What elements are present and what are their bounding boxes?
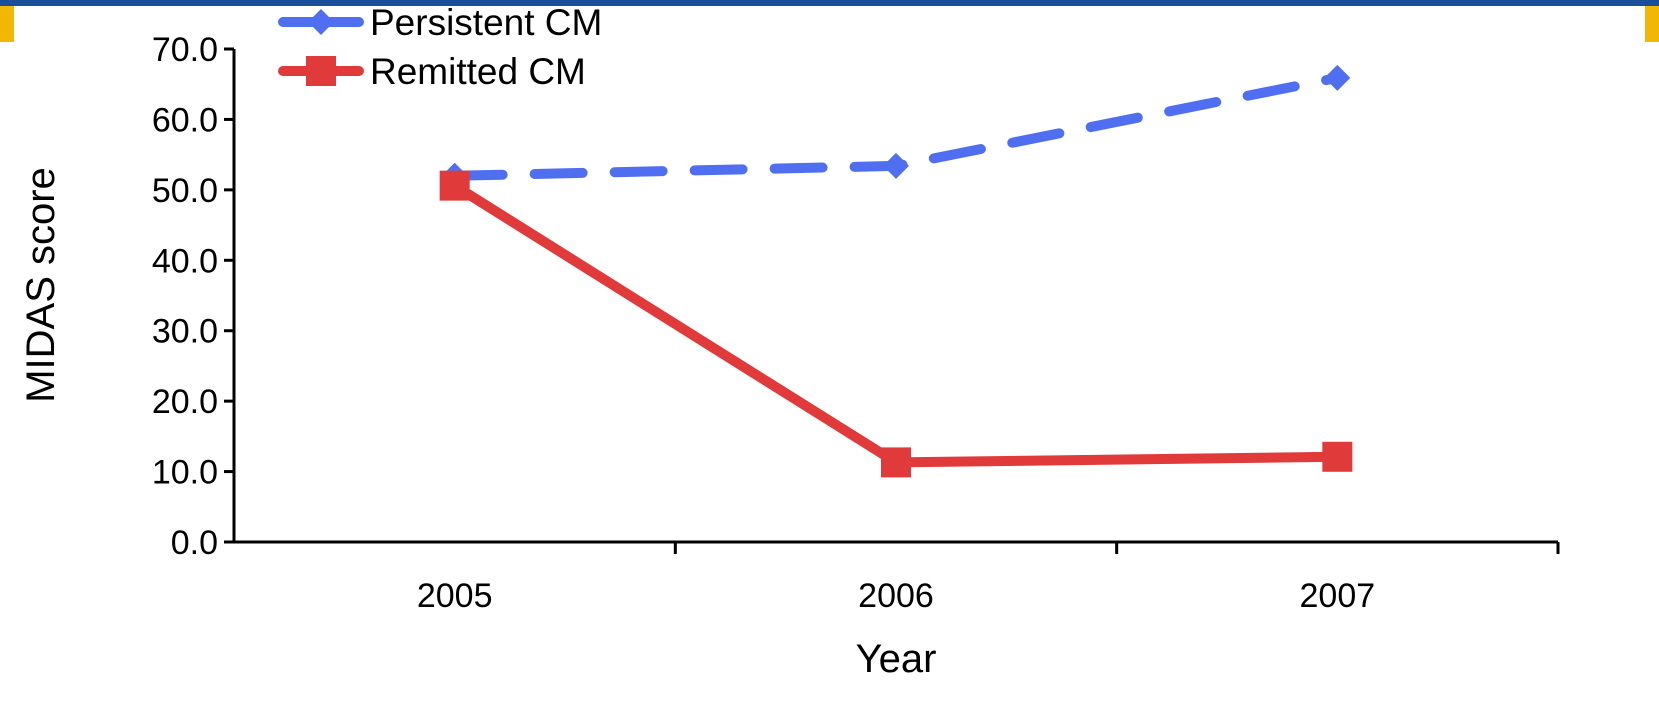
series-layer (439, 64, 1353, 478)
x-tick-label: 2006 (858, 577, 934, 615)
chart-axes (224, 47, 1560, 554)
series-remitted-cm (439, 170, 1353, 478)
legend-item: Persistent CM (278, 2, 602, 43)
x-tick-label: 2005 (417, 577, 493, 615)
data-point (439, 170, 470, 201)
y-tick-label: 10.0 (152, 454, 218, 492)
y-tick-label: 70.0 (152, 31, 218, 69)
legend-marker (308, 9, 334, 35)
series-line (452, 181, 1338, 468)
x-axis-title: Year (856, 637, 937, 681)
data-point (1322, 441, 1353, 472)
data-point (881, 447, 911, 478)
data-point (1324, 64, 1351, 91)
y-tick-labels: 0.0 10.0 20.0 30.0 40.0 50.0 60.0 70.0 (152, 31, 218, 562)
legend-marker (306, 56, 336, 86)
top-banner-bar (0, 0, 1659, 6)
y-tick-label: 60.0 (152, 101, 218, 139)
x-tick-label: 2007 (1300, 577, 1376, 615)
y-tick-label: 20.0 (152, 383, 218, 421)
y-tick-label: 50.0 (152, 172, 218, 210)
legend: Persistent CM Remitted CM (278, 2, 602, 92)
x-tick-labels: 2005 2006 2007 (417, 577, 1375, 615)
y-tick-label: 30.0 (152, 313, 218, 351)
data-point (883, 152, 909, 179)
corner-accent-right (1645, 6, 1659, 42)
y-tick-label: 40.0 (152, 242, 218, 280)
legend-label: Persistent CM (370, 2, 602, 43)
legend-item: Remitted CM (278, 51, 586, 92)
y-axis-title: MIDAS score (19, 167, 63, 403)
corner-accent-left (0, 6, 14, 42)
legend-label: Remitted CM (370, 51, 586, 92)
y-tick-label: 0.0 (171, 524, 218, 562)
